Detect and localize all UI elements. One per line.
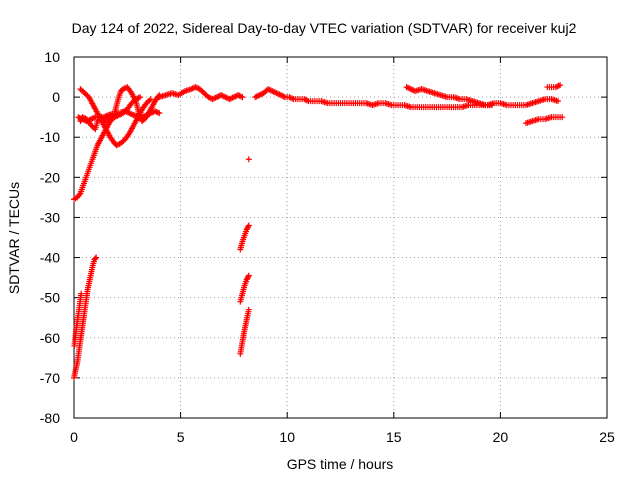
y-tick-label: -30: [40, 209, 60, 225]
data-point: [289, 95, 296, 102]
data-point: [245, 156, 252, 163]
data-point: [554, 83, 561, 90]
data-point: [156, 110, 163, 117]
data-point: [559, 114, 566, 121]
data-point: [245, 222, 252, 229]
y-tick-label: -60: [40, 330, 60, 346]
chart-title: Day 124 of 2022, Sidereal Day-to-day VTE…: [72, 20, 577, 36]
data-point: [93, 254, 100, 261]
data-point: [113, 112, 120, 119]
data-point: [78, 290, 85, 297]
data-points: [71, 82, 566, 381]
y-tick-label: -70: [40, 370, 60, 386]
y-tick-label: 0: [52, 89, 60, 105]
data-point: [76, 191, 83, 198]
x-tick-label: 0: [70, 429, 78, 445]
data-point: [555, 82, 562, 89]
data-point: [557, 82, 564, 89]
data-point: [245, 223, 252, 230]
x-tick-label: 20: [493, 429, 509, 445]
y-tick-label: -40: [40, 250, 60, 266]
data-point: [92, 255, 99, 262]
data-point: [154, 109, 161, 116]
x-tick-label: 25: [599, 429, 615, 445]
data-point: [302, 96, 309, 103]
y-tick-label: -10: [40, 129, 60, 145]
data-point: [239, 94, 246, 101]
y-axis-label: SDTVAR / TECUs: [6, 182, 22, 294]
plot-frame: [73, 56, 608, 419]
data-point: [238, 93, 245, 100]
x-tick-label: 10: [279, 429, 295, 445]
data-point: [488, 102, 495, 109]
data-point: [153, 108, 160, 115]
data-point: [236, 92, 243, 99]
axis-ticks: 0 5 10 15 20 25 -80 -70 -60 -50 -40 -30 -20 -10 0 10: [40, 49, 615, 445]
data-point: [245, 306, 252, 313]
data-point: [245, 273, 252, 280]
data-point: [245, 272, 252, 279]
x-tick-label: 15: [386, 429, 402, 445]
y-tick-label: 10: [44, 49, 60, 65]
data-point: [287, 94, 294, 101]
y-tick-label: -80: [40, 410, 60, 426]
data-point: [554, 98, 561, 105]
data-point: [147, 96, 154, 103]
y-tick-label: -50: [40, 290, 60, 306]
y-tick-label: -20: [40, 169, 60, 185]
data-point: [304, 97, 311, 104]
data-point: [137, 94, 144, 101]
x-tick-label: 5: [177, 429, 185, 445]
x-axis-label: GPS time / hours: [287, 456, 394, 472]
